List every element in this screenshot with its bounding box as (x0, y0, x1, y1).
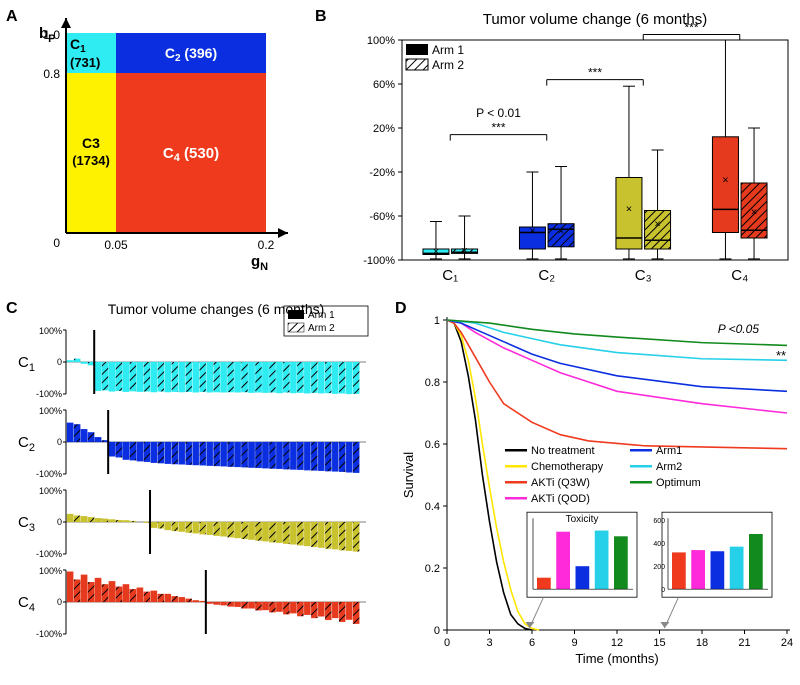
svg-text:C₂: C₂ (538, 267, 555, 284)
panel-a-label: A (6, 8, 18, 26)
svg-text:×: × (751, 207, 757, 219)
svg-text:100%: 100% (39, 326, 62, 336)
svg-text:1: 1 (434, 315, 440, 327)
svg-text:100%: 100% (39, 486, 62, 496)
svg-text:***: *** (588, 66, 602, 80)
svg-text:0.8: 0.8 (425, 377, 440, 389)
panel-b: B Tumor volume change (6 months)Arm 1Arm… (340, 8, 795, 288)
svg-text:0: 0 (57, 597, 62, 607)
svg-text:C2: C2 (18, 434, 35, 454)
svg-text:Optimum: Optimum (656, 477, 701, 489)
svg-text:Tumor volume change (6 months): Tumor volume change (6 months) (483, 11, 708, 28)
panel-a: A bPC1(731)C2 (396)C3(1734)C4 (530)1.00.… (6, 8, 306, 278)
svg-text:-100%: -100% (363, 255, 395, 267)
svg-text:×: × (722, 175, 728, 187)
svg-text:Chemotherapy: Chemotherapy (531, 461, 604, 473)
svg-text:100%: 100% (39, 566, 62, 576)
svg-text:24: 24 (781, 637, 793, 649)
svg-text:-100%: -100% (36, 629, 62, 639)
svg-text:C4 (530): C4 (530) (163, 145, 219, 164)
svg-text:Survival: Survival (401, 452, 416, 498)
svg-text:Toxicity: Toxicity (566, 514, 599, 525)
svg-text:3: 3 (486, 637, 492, 649)
svg-text:-100%: -100% (36, 469, 62, 479)
svg-text:100%: 100% (367, 35, 395, 47)
svg-text:0: 0 (434, 625, 440, 637)
svg-text:P < 0.01: P < 0.01 (476, 106, 521, 120)
panel-a-chart: bPC1(731)C2 (396)C3(1734)C4 (530)1.00.80… (6, 8, 306, 278)
svg-text:×: × (433, 246, 439, 258)
svg-text:400: 400 (653, 541, 665, 548)
svg-text:×: × (626, 203, 632, 215)
svg-text:-100%: -100% (36, 389, 62, 399)
svg-text:gN: gN (251, 253, 268, 273)
svg-text:P <0.05: P <0.05 (718, 322, 760, 336)
svg-text:20%: 20% (373, 123, 395, 135)
svg-text:***: *** (491, 121, 505, 135)
svg-text:0: 0 (57, 437, 62, 447)
svg-text:C4: C4 (18, 594, 35, 614)
svg-text:0.4: 0.4 (425, 501, 440, 513)
svg-text:C₃: C₃ (635, 267, 652, 284)
svg-text:×: × (529, 225, 535, 237)
svg-text:C1: C1 (18, 354, 35, 374)
svg-text:60%: 60% (373, 79, 395, 91)
panel-d-chart: 0 0.2 0.4 0.6 0.8 1 0 3 6 9 12 15 18 21 24 Survival Time… (395, 300, 795, 680)
panel-c-chart: Tumor volume changes (6 months)Arm 1Arm … (6, 300, 386, 680)
panel-d: D 0 0.2 0.4 0.6 0.8 1 0 3 6 9 12 15 18 21 24 Survival Ti… (395, 300, 795, 680)
svg-text:0: 0 (57, 517, 62, 527)
svg-text:-20%: -20% (369, 167, 395, 179)
svg-text:***: *** (684, 21, 698, 35)
svg-text:**: ** (776, 348, 786, 363)
panel-d-label: D (395, 300, 407, 318)
svg-text:18: 18 (696, 637, 708, 649)
svg-text:×: × (461, 245, 467, 257)
svg-text:AKTi (Q3W): AKTi (Q3W) (531, 477, 590, 489)
svg-text:-60%: -60% (369, 211, 395, 223)
svg-text:0.2: 0.2 (258, 238, 275, 252)
panel-b-label: B (315, 8, 327, 26)
svg-text:Arm1: Arm1 (656, 445, 682, 457)
svg-text:6: 6 (529, 637, 535, 649)
svg-text:×: × (654, 219, 660, 231)
svg-text:0: 0 (57, 357, 62, 367)
svg-text:100%: 100% (39, 406, 62, 416)
svg-text:Arm 1: Arm 1 (432, 43, 464, 57)
panel-c: C Tumor volume changes (6 months)Arm 1Ar… (6, 300, 386, 680)
svg-text:(1734): (1734) (72, 153, 110, 168)
svg-text:0.8: 0.8 (43, 67, 60, 81)
svg-text:Time (months): Time (months) (575, 651, 658, 666)
svg-text:0: 0 (444, 637, 450, 649)
panel-b-chart: Tumor volume change (6 months) Arm 1Arm 2… (340, 8, 795, 288)
svg-text:-100%: -100% (36, 549, 62, 559)
svg-text:9: 9 (571, 637, 577, 649)
svg-text:C₄: C₄ (731, 267, 748, 284)
svg-text:No treatment: No treatment (531, 445, 595, 457)
svg-text:C3: C3 (18, 514, 35, 534)
svg-text:0: 0 (53, 236, 60, 250)
svg-text:1.0: 1.0 (43, 28, 60, 42)
svg-text:Arm 1: Arm 1 (308, 310, 335, 321)
svg-text:AKTi (QOD): AKTi (QOD) (531, 493, 590, 505)
svg-text:0.6: 0.6 (425, 439, 440, 451)
svg-text:12: 12 (611, 637, 623, 649)
svg-text:C₁: C₁ (442, 267, 458, 284)
svg-text:Arm 2: Arm 2 (432, 58, 464, 72)
svg-text:600: 600 (653, 518, 665, 525)
svg-text:15: 15 (653, 637, 665, 649)
svg-text:0: 0 (661, 587, 665, 594)
svg-text:Arm 2: Arm 2 (308, 323, 335, 334)
svg-text:C3: C3 (82, 135, 100, 151)
svg-text:×: × (558, 225, 564, 237)
svg-text:200: 200 (653, 564, 665, 571)
svg-text:Arm2: Arm2 (656, 461, 682, 473)
svg-text:0.05: 0.05 (104, 238, 128, 252)
svg-text:21: 21 (738, 637, 750, 649)
panel-c-label: C (6, 300, 18, 318)
svg-text:0.2: 0.2 (425, 563, 440, 575)
svg-text:(731): (731) (70, 55, 100, 70)
